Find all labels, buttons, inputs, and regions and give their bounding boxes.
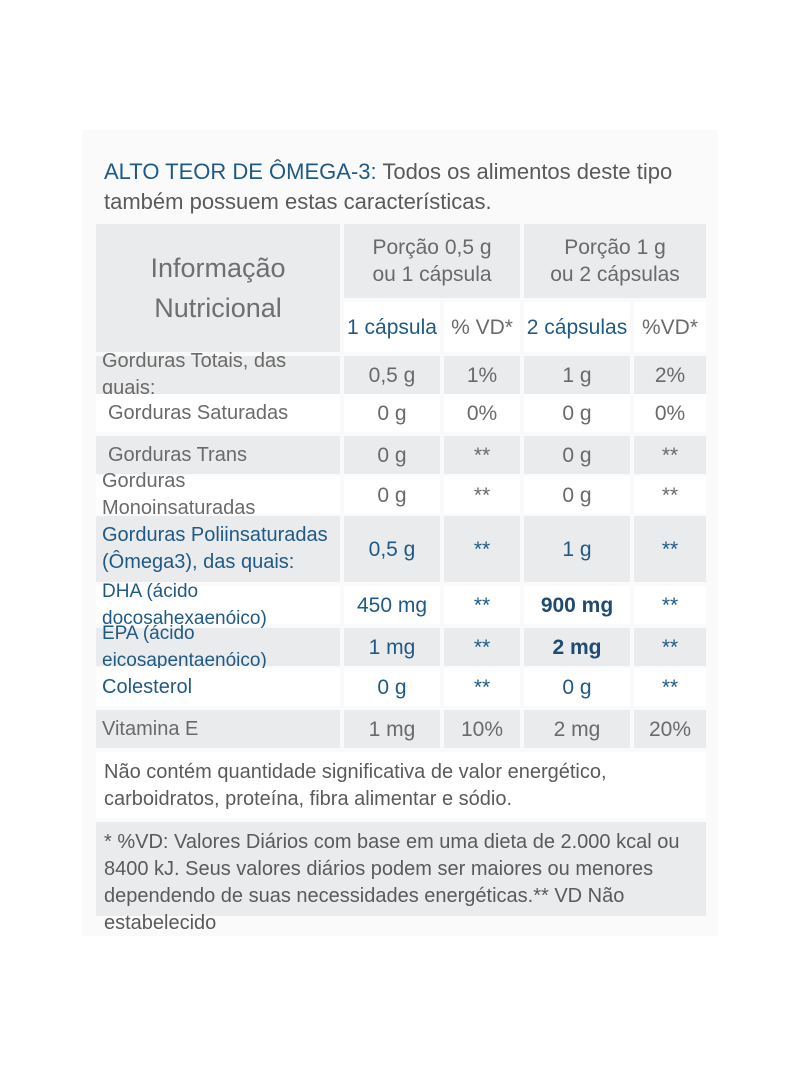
row-value-1: 0 g <box>344 476 440 514</box>
row-value-2: 0 g <box>524 436 630 474</box>
row-value-1: 0,5 g <box>344 516 440 582</box>
row-vd-1: ** <box>444 476 520 514</box>
row-vd-2: 0% <box>634 394 706 432</box>
row-value-1: 0 g <box>344 436 440 474</box>
row-vd-1: ** <box>444 586 520 624</box>
row-vd-2: ** <box>634 668 706 706</box>
row-vd-1: ** <box>444 628 520 666</box>
row-value-1: 0,5 g <box>344 356 440 394</box>
col-header-1-capsula: 1 cápsula <box>344 302 440 352</box>
row-value-1: 1 mg <box>344 628 440 666</box>
row-label: Gorduras Monoinsaturadas <box>96 470 340 519</box>
row-label-line2: (Ômega3), das quais: <box>102 551 295 573</box>
row-label: Gorduras Saturadas <box>96 394 340 432</box>
intro-highlight: ALTO TEOR DE ÔMEGA-3: <box>104 159 377 184</box>
row-label: Colesterol <box>96 668 340 706</box>
col-header-vd2: %VD* <box>634 302 706 352</box>
row-label-line1: Gorduras Poliinsaturadas <box>102 524 328 546</box>
portion1-header: Porção 0,5 g ou 1 cápsula <box>344 224 520 298</box>
row-value-1: 1 mg <box>344 710 440 748</box>
title-line2: Nutricional <box>154 293 282 323</box>
intro-text: ALTO TEOR DE ÔMEGA-3: Todos os alimentos… <box>104 157 704 217</box>
row-value-2: 0 g <box>524 668 630 706</box>
row-value-2: 1 g <box>524 516 630 582</box>
intro-rest: Todos os alimentos deste tipo também pos… <box>104 159 673 214</box>
table-title: Informação Nutricional <box>96 224 340 352</box>
row-vd-1: ** <box>444 516 520 582</box>
footnote-vd: * %VD: Valores Diários com base em uma d… <box>96 822 706 934</box>
row-vd-1: 10% <box>444 710 520 748</box>
row-vd-2: ** <box>634 476 706 514</box>
row-label: Gorduras Totais, das quais: <box>96 350 340 399</box>
row-value-2: 0 g <box>524 476 630 514</box>
row-vd-2: 20% <box>634 710 706 748</box>
col-header-vd1: % VD* <box>444 302 520 352</box>
title-line1: Informação <box>150 253 286 283</box>
row-vd-1: ** <box>444 436 520 474</box>
portion1-line2: ou 1 cápsula <box>372 263 492 286</box>
row-vd-2: ** <box>634 436 706 474</box>
row-value-1: 0 g <box>344 394 440 432</box>
row-vd-1: 1% <box>444 356 520 394</box>
portion2-header: Porção 1 g ou 2 cápsulas <box>524 224 706 298</box>
portion1-line1: Porção 0,5 g <box>372 236 492 259</box>
row-value-2: 900 mg <box>524 586 630 624</box>
row-label: EPA (ácido eicosapentaenóico) <box>96 623 340 671</box>
row-label: Vitamina E <box>96 710 340 748</box>
row-vd-1: ** <box>444 668 520 706</box>
row-value-2: 1 g <box>524 356 630 394</box>
row-value-2: 2 mg <box>524 710 630 748</box>
row-label-omega3: Gorduras Poliinsaturadas (Ômega3), das qu… <box>96 516 340 582</box>
col-header-2-capsulas: 2 cápsulas <box>524 302 630 352</box>
footnote-not-significant: Não contém quantidade significativa de v… <box>96 752 706 818</box>
row-value-2: 2 mg <box>524 628 630 666</box>
row-vd-2: 2% <box>634 356 706 394</box>
row-label: Gorduras Trans <box>96 436 340 474</box>
row-value-1: 450 mg <box>344 586 440 624</box>
row-vd-2: ** <box>634 586 706 624</box>
row-value-1: 0 g <box>344 668 440 706</box>
row-label: DHA (ácido docosahexaenóico) <box>96 581 340 629</box>
row-vd-1: 0% <box>444 394 520 432</box>
row-vd-2: ** <box>634 628 706 666</box>
portion2-line1: Porção 1 g <box>564 236 666 259</box>
row-vd-2: ** <box>634 516 706 582</box>
portion2-line2: ou 2 cápsulas <box>550 263 680 286</box>
row-value-2: 0 g <box>524 394 630 432</box>
